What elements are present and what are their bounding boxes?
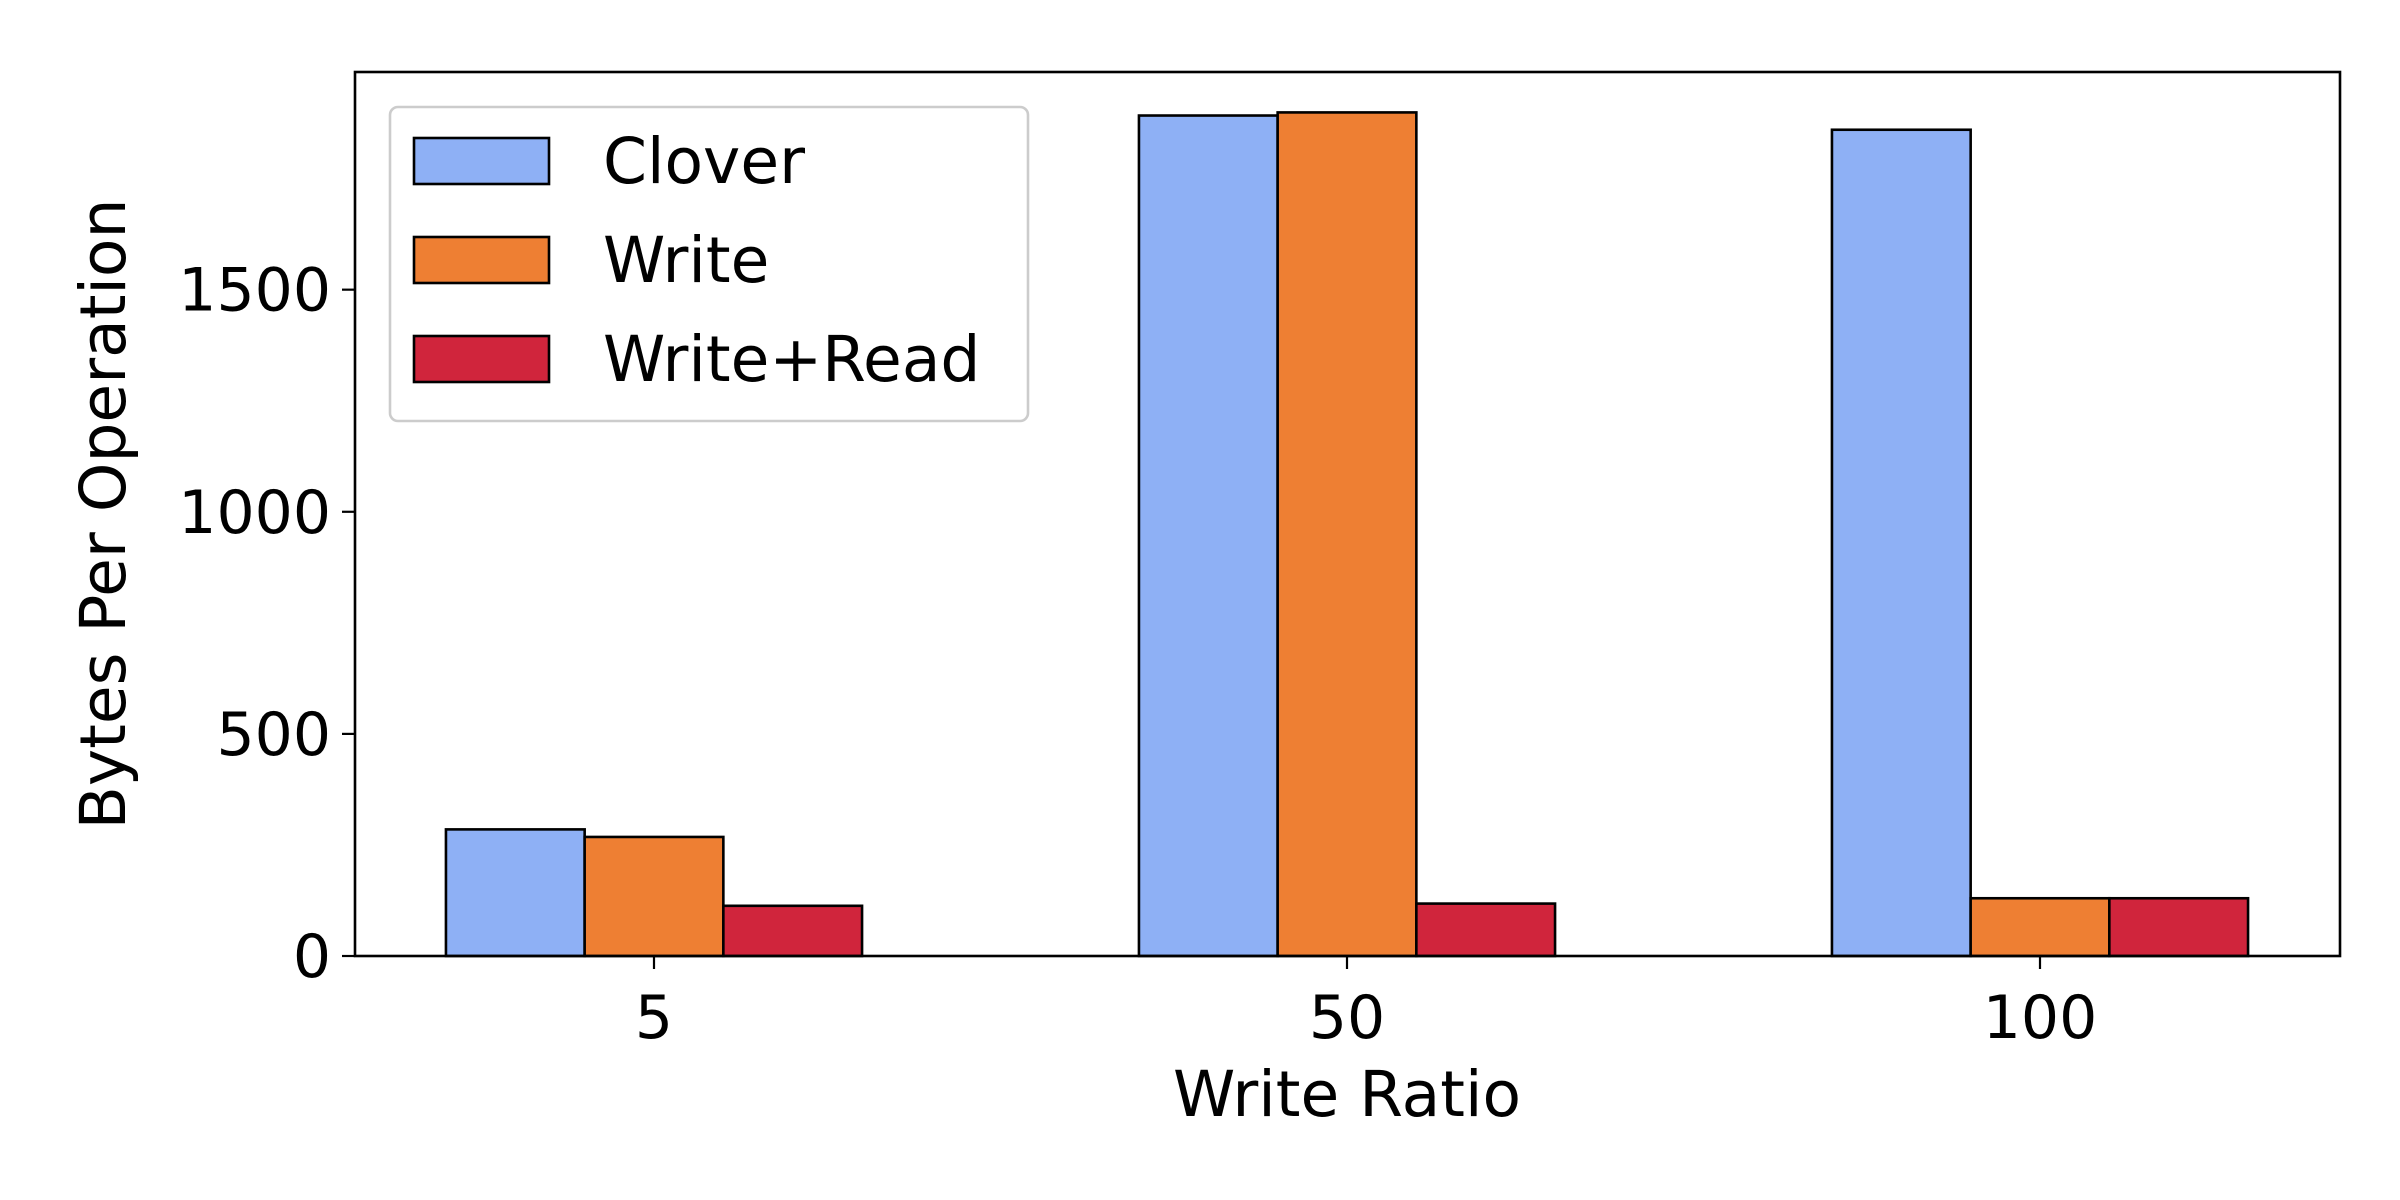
bars-layer: [444, 111, 2250, 958]
x-tick-label: 100: [1983, 983, 2098, 1053]
y-tick-label: 500: [216, 700, 331, 770]
x-tick-label: 5: [635, 983, 673, 1053]
y-axis-label: Bytes Per Operation: [67, 199, 140, 830]
bar-write-read-100: [2108, 896, 2250, 958]
bar-write-100: [1969, 896, 2111, 958]
bar-clover-50: [1137, 114, 1279, 958]
legend: Clover Write Write+Read: [388, 105, 1030, 423]
x-tick-label: 50: [1309, 983, 1385, 1053]
y-tick-label: 1000: [178, 478, 331, 548]
legend-label: Clover: [603, 125, 805, 198]
x-axis-label: Write Ratio: [1173, 1058, 1521, 1131]
legend-swatch-write-read: [412, 334, 551, 384]
bar-clover-100: [1830, 128, 1972, 958]
bar-write-read-50: [1415, 902, 1557, 958]
bar-write-50: [1276, 111, 1418, 958]
y-tick-label: 0: [293, 922, 331, 992]
y-tick-label: 1500: [178, 256, 331, 326]
bar-write-5: [583, 835, 725, 958]
bar-write-read-5: [722, 904, 864, 958]
legend-swatch-write: [412, 235, 551, 285]
legend-label: Write: [603, 224, 769, 297]
bar-clover-5: [444, 828, 586, 958]
legend-swatch-clover: [412, 136, 551, 186]
legend-label: Write+Read: [603, 323, 980, 396]
